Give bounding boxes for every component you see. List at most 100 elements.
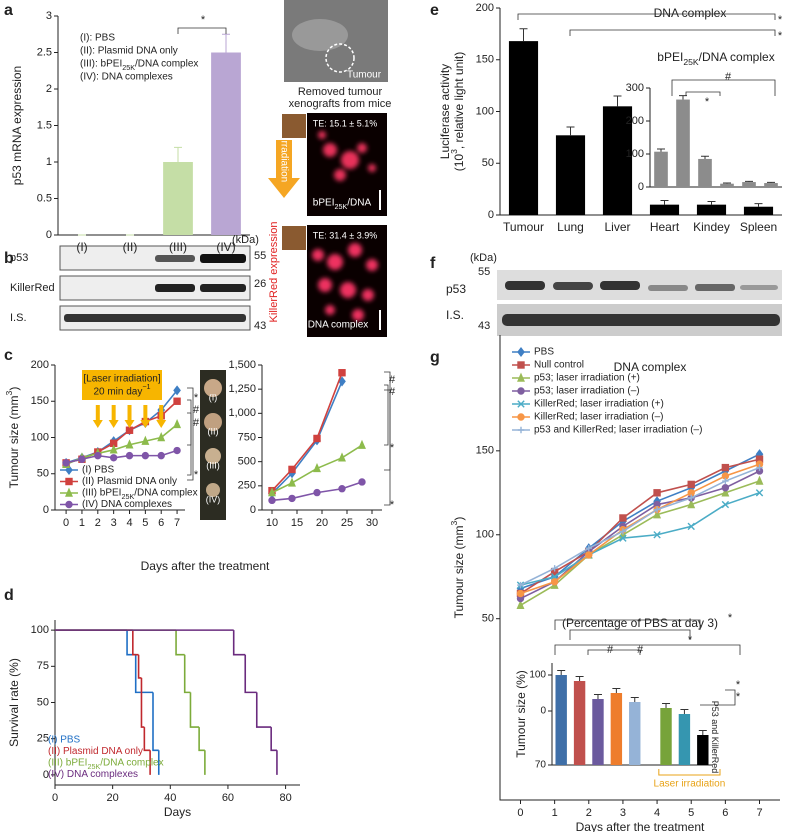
panel-letter: a bbox=[4, 2, 13, 19]
error-bar bbox=[630, 697, 639, 702]
fluorescence-signal bbox=[318, 131, 376, 181]
survival-step bbox=[137, 654, 142, 679]
y-axis-label: Tumour size (%) bbox=[514, 670, 528, 758]
marker bbox=[516, 599, 525, 609]
y-tick-label: 150 bbox=[476, 445, 494, 457]
bar bbox=[742, 182, 756, 187]
photo-label: (II) bbox=[208, 426, 219, 436]
marker bbox=[173, 397, 181, 405]
significance-bracket bbox=[700, 689, 736, 706]
bar bbox=[555, 135, 586, 215]
chart-title: DNA complex bbox=[614, 360, 687, 374]
blot-band bbox=[64, 314, 246, 322]
laser-arrow bbox=[156, 405, 167, 428]
bracket bbox=[177, 27, 227, 34]
y-tick-label: 0 bbox=[250, 504, 256, 516]
blot-band bbox=[740, 285, 778, 290]
marker bbox=[687, 522, 695, 531]
x-tick-label: 60 bbox=[222, 792, 234, 804]
panel-letter: b bbox=[4, 250, 14, 267]
tumour-photo bbox=[204, 413, 222, 431]
mouse-body bbox=[292, 19, 348, 51]
series-line bbox=[520, 453, 760, 590]
legend-label: (I) PBS bbox=[82, 465, 115, 476]
bracket bbox=[658, 769, 721, 776]
y-tick-label: 100 bbox=[626, 148, 644, 160]
laser-box-text: 20 min day−1 bbox=[93, 382, 150, 397]
blot-band bbox=[502, 314, 780, 326]
x-tick-label: 7 bbox=[756, 807, 762, 819]
y-tick-label: 100 bbox=[31, 624, 49, 636]
y-tick-label: 0 bbox=[638, 181, 644, 193]
marker bbox=[109, 454, 118, 462]
bar bbox=[629, 702, 641, 765]
tumour-photo bbox=[206, 483, 220, 497]
y-tick-label: 0 bbox=[43, 769, 49, 781]
marker bbox=[157, 451, 165, 460]
y-tick-label: 100 bbox=[476, 529, 494, 541]
x-tick-label: 10 bbox=[266, 517, 278, 529]
blot-row-label: I.S. bbox=[10, 312, 27, 324]
bar bbox=[573, 681, 586, 765]
image-caption: xenografts from mice bbox=[289, 98, 392, 110]
x-tick-label: 4 bbox=[126, 517, 132, 529]
legend-marker bbox=[65, 477, 73, 486]
marker bbox=[585, 551, 593, 559]
legend-label: (II) Plasmid DNA only bbox=[48, 746, 143, 757]
y-axis-label: p53 mRNA expression bbox=[10, 66, 24, 185]
marker bbox=[516, 589, 525, 598]
x-tick-label: Heart bbox=[650, 220, 680, 234]
x-tick-label: 1 bbox=[79, 517, 85, 529]
image-label: bPEI25K/DNA bbox=[313, 198, 372, 212]
bar bbox=[555, 675, 567, 765]
legend-label: (II) Plasmid DNA only bbox=[82, 476, 177, 487]
legend-label: (IV) DNA complexes bbox=[82, 499, 172, 510]
tumour-thumbnail bbox=[282, 226, 306, 250]
note: (II): Plasmid DNA only bbox=[80, 46, 178, 57]
error-bar bbox=[679, 95, 687, 100]
bar bbox=[720, 183, 734, 187]
survival-step bbox=[232, 630, 246, 656]
x-axis-label: Days bbox=[164, 805, 191, 819]
survival-step bbox=[183, 654, 191, 694]
marker bbox=[141, 451, 150, 460]
legend-label: PBS bbox=[534, 347, 554, 358]
y-tick-label: 25 bbox=[37, 733, 49, 745]
annotation: * bbox=[736, 679, 741, 691]
legend-marker bbox=[65, 487, 73, 497]
axis bbox=[54, 620, 300, 786]
y-tick-label: 500 bbox=[238, 456, 256, 468]
x-tick-label: 5 bbox=[142, 517, 148, 529]
x-tick-label: 25 bbox=[341, 517, 353, 529]
annotation: * bbox=[194, 392, 199, 404]
marker bbox=[313, 488, 321, 497]
legend-label: (IV) DNA complexes bbox=[48, 769, 138, 780]
y-tick-label: 50 bbox=[37, 696, 49, 708]
legend-label: p53 and KillerRed; laser irradiation (–) bbox=[534, 425, 702, 436]
annotation: # bbox=[193, 404, 200, 416]
significance-bracket bbox=[384, 389, 391, 506]
marker bbox=[358, 478, 366, 486]
marker bbox=[653, 506, 661, 513]
marker bbox=[288, 465, 296, 474]
bar-label: P53 and KillerRed bbox=[710, 701, 720, 774]
panel-letter: g bbox=[430, 349, 440, 366]
annotation: * bbox=[728, 612, 733, 624]
error-bar bbox=[174, 146, 182, 162]
survival-step bbox=[255, 692, 272, 728]
bar bbox=[743, 206, 774, 215]
significance-bracket bbox=[187, 387, 194, 481]
y-tick-label: 75 bbox=[37, 660, 49, 672]
significance-bracket bbox=[187, 412, 192, 476]
bar bbox=[654, 151, 668, 187]
annotation: * bbox=[705, 96, 710, 108]
blot-row-label: I.S. bbox=[446, 308, 464, 322]
legend-label: (III) bPEI25K/DNA complex bbox=[48, 758, 164, 772]
blot-marker: 43 bbox=[254, 320, 266, 332]
y-tick-label: 0.5 bbox=[37, 192, 52, 204]
marker bbox=[619, 528, 627, 535]
marker bbox=[78, 455, 86, 463]
chart-title: bPEI25K/DNA complex bbox=[657, 50, 774, 67]
y-tick-label: 0 bbox=[488, 209, 494, 221]
blot-band bbox=[695, 284, 735, 291]
